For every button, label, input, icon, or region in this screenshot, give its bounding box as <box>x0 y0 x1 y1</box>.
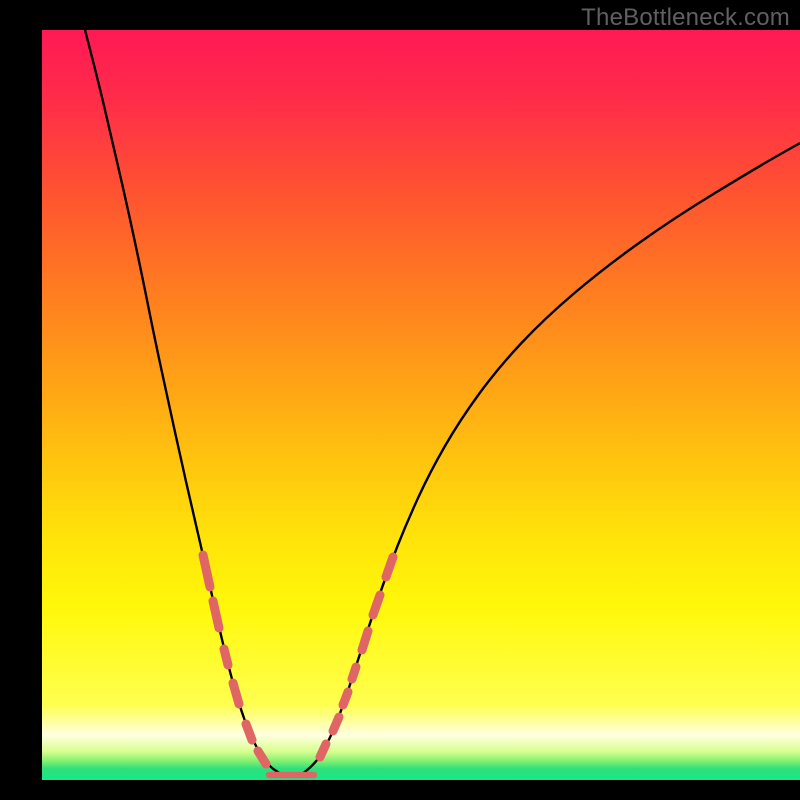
chart-stage: TheBottleneck.com <box>0 0 800 800</box>
chart-svg <box>0 0 800 800</box>
plot-area <box>42 30 800 780</box>
watermark-text: TheBottleneck.com <box>581 4 790 32</box>
